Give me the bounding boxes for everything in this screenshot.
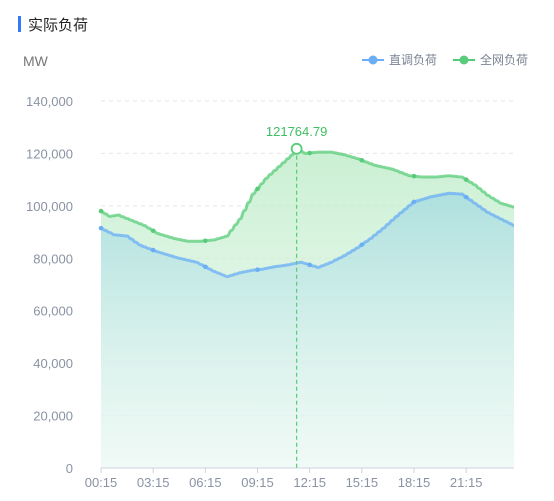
legend-item-直调负荷[interactable]: 直调负荷 (362, 53, 437, 67)
legend-label: 全网负荷 (480, 52, 528, 67)
point-直调负荷 (463, 194, 469, 200)
point-直调负荷 (307, 262, 312, 268)
point-全网负荷 (203, 238, 208, 244)
peak-value-label: 121764.79 (266, 124, 327, 139)
point-直调负荷 (255, 267, 260, 272)
point-直调负荷 (150, 247, 156, 253)
x-tick-label: 12:15 (293, 475, 326, 490)
legend-item-全网负荷[interactable]: 全网负荷 (453, 52, 528, 67)
x-tick-label: 18:15 (398, 475, 431, 490)
area-直调负荷 (101, 193, 514, 468)
x-axis: 00:15 03:15 06:15 09:15 12:15 15:15 18:15 21:15 (85, 467, 514, 490)
point-全网负荷 (255, 186, 260, 192)
point-直调负荷 (359, 242, 365, 248)
point-全网负荷 (150, 228, 156, 234)
x-tick-label: 03:15 (137, 475, 170, 490)
y-tick-label: 80,000 (33, 251, 73, 266)
x-tick-label: 09:15 (241, 475, 274, 490)
y-tick-label: 100,000 (26, 199, 73, 214)
point-直调负荷 (98, 225, 104, 231)
point-全网负荷 (307, 150, 312, 156)
y-tick-label: 140,000 (26, 94, 73, 109)
x-tick-label: 15:15 (346, 475, 379, 490)
panel-header: 实际负荷 (18, 14, 88, 34)
y-tick-label: 20,000 (33, 409, 73, 424)
point-全网负荷 (463, 177, 469, 182)
legend-swatch-dot (459, 55, 469, 65)
x-tick-label: 00:15 (85, 475, 118, 490)
point-全网负荷 (411, 173, 417, 179)
y-tick-label: 120,000 (26, 146, 73, 161)
x-tick-label: 06:15 (189, 475, 222, 490)
series-areas (101, 148, 514, 468)
peak-annotation: 121764.79 (266, 124, 327, 468)
legend-swatch-dot (368, 55, 378, 65)
y-axis-ticks: 0 20,000 40,000 60,000 80,000 100,000 120,000 1… (26, 94, 73, 476)
point-全网负荷 (98, 208, 104, 214)
legend-label: 直调负荷 (389, 53, 437, 67)
panel-title: 实际负荷 (28, 16, 89, 34)
point-全网负荷 (359, 158, 365, 163)
series-markers (98, 150, 469, 272)
point-直调负荷 (411, 199, 417, 205)
peak-point (290, 142, 303, 155)
chart-legend[interactable]: 直调负荷 全网负荷 (362, 52, 528, 67)
title-accent-bar (18, 16, 21, 32)
x-tick-label: 21:15 (450, 475, 483, 490)
y-tick-label: 60,000 (33, 304, 73, 319)
point-直调负荷 (203, 264, 208, 270)
y-tick-label: 40,000 (33, 356, 73, 371)
y-axis-label: MW (23, 53, 49, 69)
y-tick-label: 0 (66, 461, 73, 476)
